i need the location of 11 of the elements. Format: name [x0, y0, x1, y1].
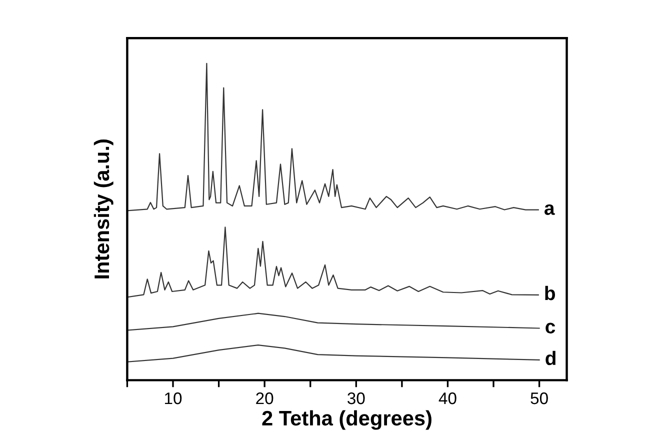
series-label: c [546, 322, 556, 334]
x-tick-label: 40 [438, 392, 456, 404]
y-axis-title: Intensity (a.u.) [94, 140, 114, 278]
series-label: a [544, 204, 555, 215]
x-tick-label: 10 [164, 392, 182, 404]
x-axis-title: 2 Tetha (degrees) [262, 410, 432, 430]
x-tick-label: 30 [348, 392, 365, 404]
x-tick-label: 20 [256, 392, 274, 404]
series-label: d [546, 350, 556, 366]
x-tick-label: 50 [530, 392, 548, 404]
series-label: b [545, 286, 556, 300]
